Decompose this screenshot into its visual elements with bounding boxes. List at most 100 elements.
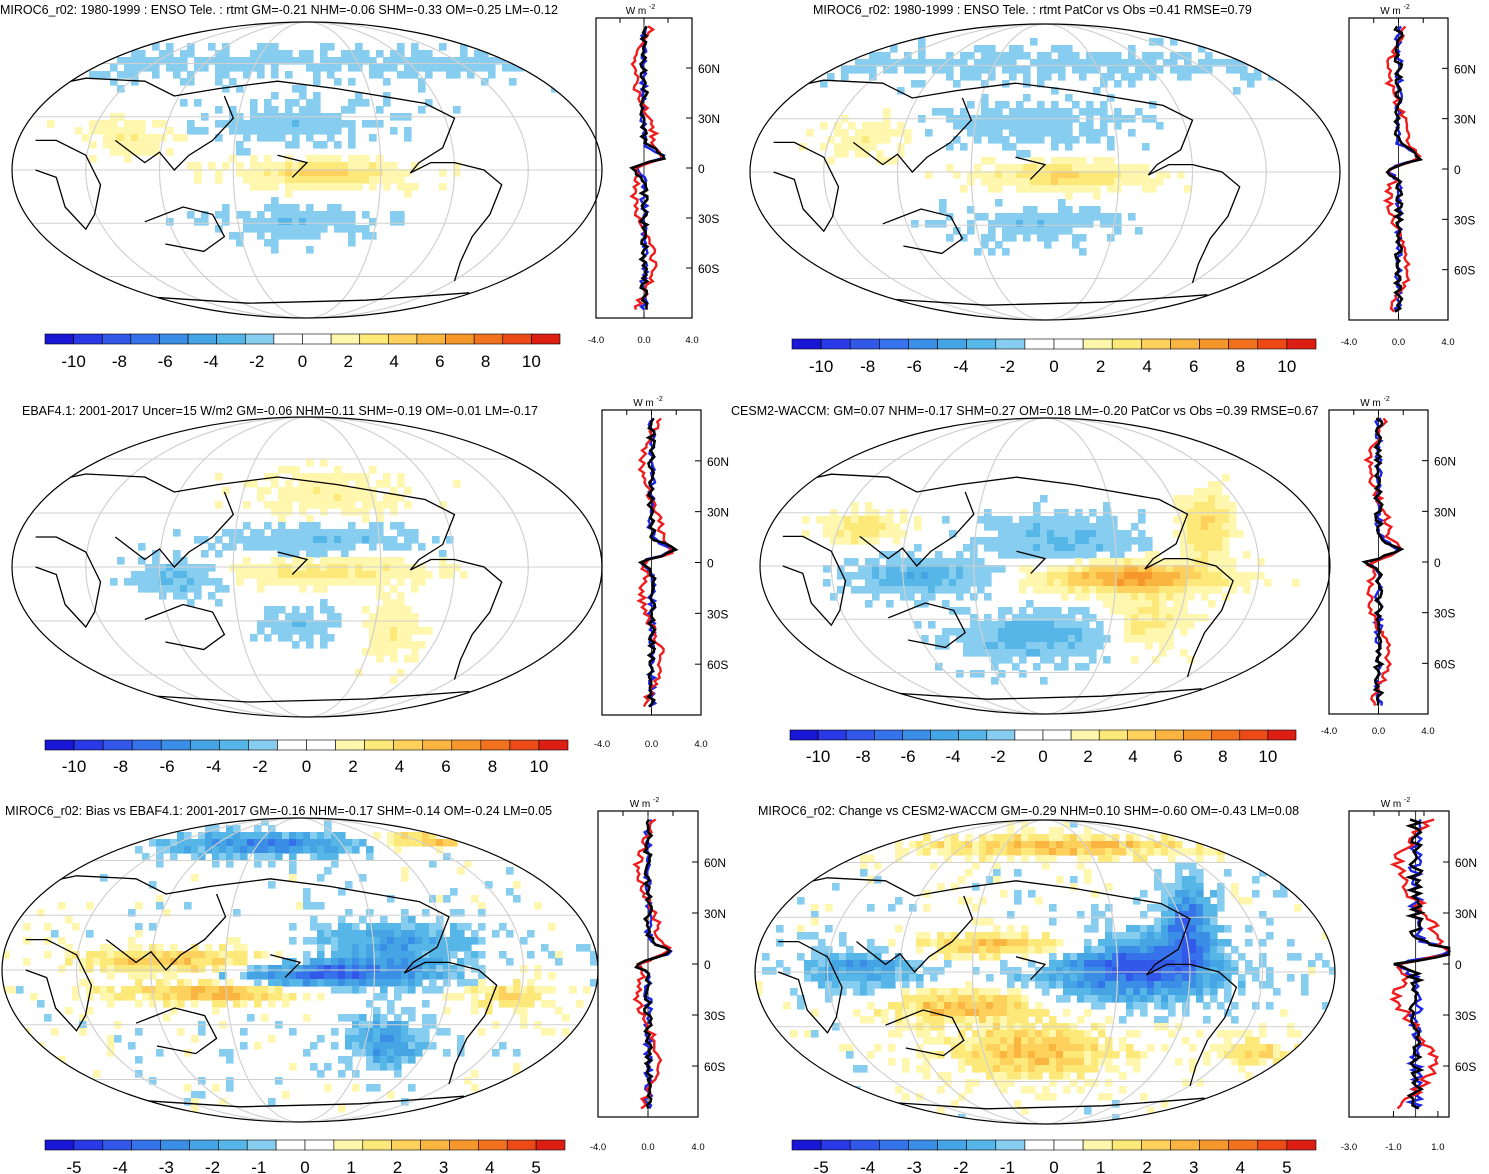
map-field xyxy=(755,820,1335,1124)
colorbar-swatch xyxy=(1053,338,1084,350)
colorbar-tick-label: 10 xyxy=(1277,357,1296,376)
colorbar-swatch xyxy=(1141,338,1171,350)
profile-unit-sup: -2 xyxy=(649,4,655,11)
lat-tick-label: 30S xyxy=(707,607,728,621)
colorbar-swatch xyxy=(1228,338,1259,350)
zonal-profile: W m -2 60N 30N 0 30S 60S -4.0 0.0 4.0 xyxy=(594,396,729,750)
colorbar-swatch xyxy=(73,739,104,751)
profile-unit: W m xyxy=(1381,799,1402,810)
colorbar-swatch xyxy=(277,739,307,751)
lat-tick-label: 30S xyxy=(704,1009,725,1023)
colorbar-swatch xyxy=(1257,338,1288,350)
colorbar-swatch xyxy=(1211,729,1241,741)
colorbar-swatch xyxy=(275,1139,306,1151)
colorbar-tick-label: -3 xyxy=(907,1158,922,1174)
colorbar-tick-label: -4 xyxy=(113,1158,128,1174)
x-tick-label: -4.0 xyxy=(1341,337,1357,348)
lat-tick-label: 0 xyxy=(707,557,714,571)
colorbar-tick-label: -2 xyxy=(249,352,264,371)
colorbar-swatch xyxy=(1042,729,1072,741)
lat-tick-label: 60S xyxy=(704,1060,725,1074)
colorbar-tick-label: 0 xyxy=(298,352,307,371)
lat-tick-label: 30N xyxy=(1434,505,1456,519)
colorbar-swatch xyxy=(159,333,189,345)
x-tick-label: 0.0 xyxy=(645,739,658,750)
colorbar-tick-label: 5 xyxy=(531,1158,540,1174)
colorbar-swatch xyxy=(335,739,365,751)
x-tick-label: 4.0 xyxy=(1441,337,1454,348)
colorbar-tick-label: 2 xyxy=(344,352,353,371)
graticule xyxy=(2,818,598,1122)
colorbar-swatch xyxy=(966,338,997,350)
lat-tick-label: 60N xyxy=(704,856,726,870)
colorbar-tick-label: -2 xyxy=(953,1158,968,1174)
colorbar-swatch xyxy=(1111,338,1142,350)
colorbar-tick-label: 4 xyxy=(1142,357,1151,376)
lat-tick-label: 30N xyxy=(698,112,720,126)
map-border xyxy=(749,23,1341,321)
colorbar-tick-label: 6 xyxy=(441,757,450,776)
colorbar-swatch xyxy=(1024,1139,1055,1151)
panel-change-vs-cesm2: MIROC6_r02: Change vs CESM2-WACCM GM=-0.… xyxy=(745,785,1489,1174)
lat-tick-label: 60S xyxy=(698,262,719,276)
colorbar-tick-label: 8 xyxy=(481,352,490,371)
x-tick-label: -4.0 xyxy=(1321,726,1337,737)
colorbar-swatch xyxy=(1257,1139,1288,1151)
zonal-profile: W m -2 60N 30N 0 30S 60S -4.0 0.0 4.0 xyxy=(1341,4,1476,348)
colorbar-swatch xyxy=(1070,729,1100,741)
x-tick-label: 0.0 xyxy=(641,1142,654,1153)
colorbar-tick-label: 2 xyxy=(1083,747,1092,766)
profile-unit: W m xyxy=(630,799,651,810)
colorbar-swatch xyxy=(1199,338,1229,350)
colorbar-swatch xyxy=(820,1139,851,1151)
x-tick-label: 1.0 xyxy=(1431,1142,1444,1153)
colorbar-swatch xyxy=(216,333,246,345)
profile-series-red xyxy=(636,417,675,708)
colorbar-swatch xyxy=(189,739,220,751)
colorbar-swatch xyxy=(306,739,336,751)
map-border xyxy=(759,417,1331,715)
colorbar-tick-label: 2 xyxy=(393,1158,402,1174)
colorbar-swatch xyxy=(248,739,278,751)
colorbar-tick-label: 4 xyxy=(389,352,398,371)
colorbar-tick-label: 10 xyxy=(522,352,541,371)
lat-tick-label: 60S xyxy=(1455,1060,1476,1074)
graticule xyxy=(12,417,602,717)
colorbar-tick-label: -8 xyxy=(113,757,128,776)
profile-unit: W m xyxy=(1360,398,1381,409)
lat-tick-label: 60S xyxy=(1454,264,1475,278)
colorbar: -10 -8 -6 -4 -2 0 2 4 6 8 10 xyxy=(44,333,561,371)
colorbar-swatch xyxy=(416,333,446,345)
colorbar-swatch xyxy=(130,333,160,345)
colorbar: -10 -8 -6 -4 -2 0 2 4 6 8 10 xyxy=(44,739,569,776)
colorbar-swatch xyxy=(1082,338,1113,350)
colorbar-swatch xyxy=(845,729,875,741)
lat-tick-label: 30S xyxy=(1454,213,1475,227)
colorbar-swatch xyxy=(393,739,424,751)
colorbar-swatch xyxy=(333,1139,364,1151)
colorbar-tick-label: -6 xyxy=(158,352,173,371)
colorbar: -5 -4 -3 -2 -1 0 1 2 3 4 5 xyxy=(791,1139,1317,1174)
colorbar-swatch xyxy=(535,1139,566,1151)
colorbar-swatch xyxy=(160,1139,190,1151)
colorbar-swatch xyxy=(244,333,275,345)
profile-unit: W m xyxy=(633,398,654,409)
colorbar-tick-label: -10 xyxy=(62,757,87,776)
colorbar-swatch xyxy=(388,333,418,345)
map-field xyxy=(110,459,468,684)
lat-tick-label: 30N xyxy=(1454,113,1476,127)
colorbar-swatch xyxy=(1183,729,1212,741)
profile-unit-sup: -2 xyxy=(653,797,659,804)
colorbar: -5 -4 -3 -2 -1 0 1 2 3 4 5 xyxy=(44,1139,566,1174)
panel-title: MIROC6_r02: Change vs CESM2-WACCM GM=-0.… xyxy=(758,804,1300,818)
colorbar-swatch xyxy=(1170,338,1200,350)
colorbar-tick-label: -4 xyxy=(206,757,221,776)
map-border xyxy=(754,819,1336,1125)
colorbar-swatch xyxy=(1098,729,1128,741)
colorbar-tick-label: -4 xyxy=(953,357,968,376)
panel-bias-vs-ebaf: MIROC6_r02: Bias vs EBAF4.1: 2001-2017 G… xyxy=(0,785,745,1174)
colorbar-swatch xyxy=(879,338,909,350)
